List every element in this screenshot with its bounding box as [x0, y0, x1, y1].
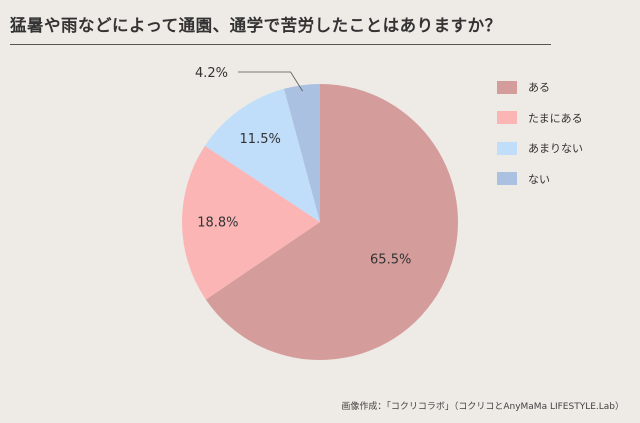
legend-swatch [497, 172, 517, 185]
leader-line [238, 71, 303, 92]
legend-item-nai: ない [497, 172, 583, 186]
slice-value-label-2: 11.5% [240, 132, 281, 147]
legend-item-amarinai: あまりない [497, 141, 583, 155]
image-credit: 画像作成：「コクリコラボ」（コクリコとAnyMaMa LIFESTYLE.Lab… [341, 402, 624, 412]
legend-label: ない [528, 172, 550, 186]
chart-title: 猛暑や雨などによって通園、通学で苦労したことはありますか？ [10, 16, 502, 35]
slice-value-label-1: 18.8% [197, 216, 238, 231]
legend-item-tamaniaru: たまにある [497, 111, 583, 125]
legend: ある たまにある あまりない ない [497, 80, 583, 202]
pie-slice-1 [181, 145, 320, 300]
pie-slice-0 [205, 84, 458, 360]
pie-slice-2 [204, 88, 320, 222]
legend-label: あまりない [528, 142, 583, 155]
pie-slice-3 [284, 84, 320, 222]
legend-label: ある [528, 81, 550, 94]
legend-item-aru: ある [497, 80, 583, 94]
title-underline [10, 44, 551, 45]
legend-swatch [497, 80, 517, 94]
legend-label: たまにある [528, 111, 583, 125]
slice-value-label-3: 4.2% [195, 66, 228, 81]
legend-swatch [497, 141, 517, 155]
legend-swatch [497, 111, 517, 124]
slice-value-label-0: 65.5% [370, 253, 411, 268]
